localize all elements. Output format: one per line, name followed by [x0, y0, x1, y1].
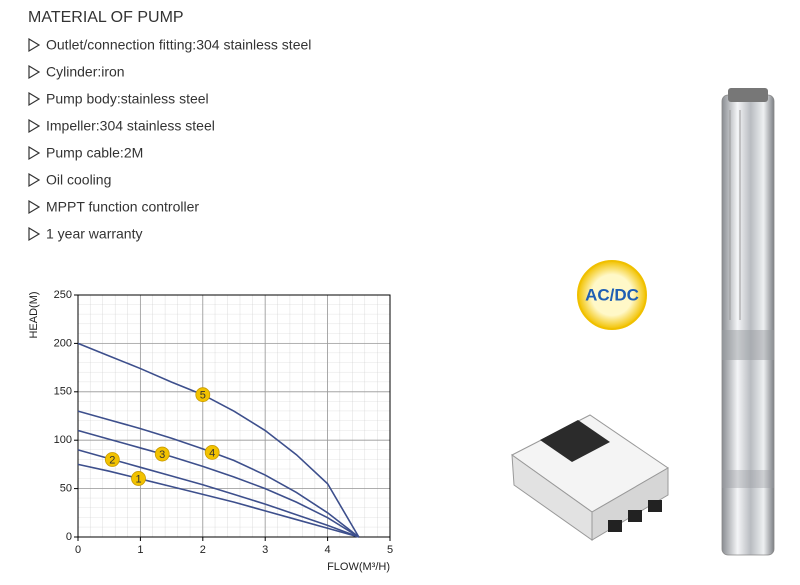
curve-label-marker: [154, 446, 170, 462]
x-tick-label: 3: [262, 544, 268, 556]
y-tick-label: 50: [60, 483, 72, 495]
bullet-triangle: [28, 145, 41, 161]
bullet-triangle: [28, 64, 41, 80]
y-tick-label: 250: [54, 289, 72, 301]
feature-item: MPPT function controller: [46, 199, 199, 215]
curve-label: 4: [209, 447, 215, 459]
section-title: MATERIAL OF PUMP: [28, 9, 184, 26]
x-tick-label: 4: [325, 544, 331, 556]
bullet-triangle: [28, 91, 41, 107]
pump-curve-chart: 0 50 100 150 200 250 0 1 2 3 4 5 FLOW(M³/H) HEAD(M) 1 2…: [28, 289, 393, 573]
curve-label-marker: [104, 452, 120, 467]
controller-image: [511, 414, 669, 541]
pump-image: [721, 88, 775, 556]
curve-label-marker: [131, 471, 146, 486]
feature-item: 1 year warranty: [46, 226, 142, 242]
y-tick-label: 150: [54, 386, 72, 398]
feature-item: Impeller:304 stainless steel: [46, 118, 215, 134]
y-tick-label: 0: [66, 531, 72, 543]
pump-curve: [77, 449, 360, 538]
feature-item: Oil cooling: [46, 172, 111, 188]
bullet-triangle: [28, 226, 41, 242]
x-axis-label: FLOW(M³/H): [327, 561, 390, 573]
curve-label: 1: [135, 473, 141, 485]
curve-label: 3: [159, 449, 165, 461]
feature-item: Pump cable:2M: [46, 145, 143, 161]
feature-list: Outlet/connection fitting:304 stainless …: [28, 37, 311, 242]
curve-label: 2: [109, 454, 115, 466]
x-tick-label: 0: [75, 544, 81, 556]
y-tick-label: 100: [54, 434, 72, 446]
bullet-triangle: [28, 118, 41, 134]
x-tick-label: 5: [387, 544, 393, 556]
feature-item: Outlet/connection fitting:304 stainless …: [46, 37, 311, 53]
y-axis-label: HEAD(M): [28, 291, 40, 338]
bullet-triangle: [28, 172, 41, 188]
curve-label: 5: [200, 390, 206, 402]
badge-text: AC/DC: [585, 285, 639, 304]
bullet-triangle: [28, 37, 41, 53]
acdc-badge: AC/DC: [577, 260, 647, 330]
bullet-triangle: [28, 199, 41, 215]
pump-curve: [77, 463, 360, 538]
curve-label-marker: [204, 444, 220, 460]
feature-item: Pump body:stainless steel: [46, 91, 209, 107]
y-tick-label: 200: [54, 337, 72, 349]
x-tick-label: 1: [137, 544, 143, 556]
curve-label-marker: [195, 387, 211, 403]
plot-frame: [77, 294, 391, 538]
pump-curve: [77, 429, 360, 538]
feature-item: Cylinder:iron: [46, 64, 125, 80]
pump-curve: [77, 342, 360, 538]
x-tick-label: 2: [200, 544, 206, 556]
